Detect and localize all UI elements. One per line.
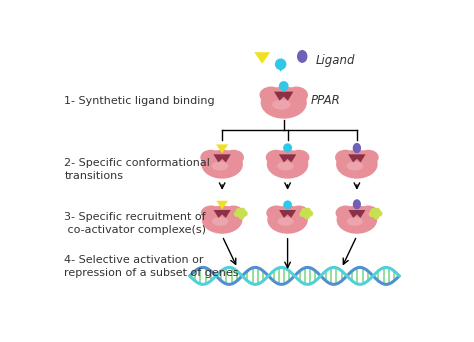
Ellipse shape — [358, 150, 379, 165]
Polygon shape — [279, 210, 296, 218]
Text: Ligand: Ligand — [316, 54, 356, 67]
Ellipse shape — [212, 217, 228, 226]
Circle shape — [283, 143, 292, 152]
Text: 1- Synthetic ligand binding: 1- Synthetic ligand binding — [64, 96, 215, 106]
Ellipse shape — [266, 150, 287, 165]
Polygon shape — [276, 64, 285, 72]
Text: PPAR: PPAR — [310, 94, 340, 107]
Ellipse shape — [336, 206, 356, 221]
Circle shape — [373, 212, 378, 218]
Circle shape — [300, 211, 305, 217]
Polygon shape — [284, 205, 291, 210]
Circle shape — [236, 208, 242, 214]
Ellipse shape — [267, 150, 309, 179]
Ellipse shape — [335, 150, 356, 165]
Ellipse shape — [277, 217, 294, 226]
Text: 4- Selective activation or
repression of a subset of genes: 4- Selective activation or repression of… — [64, 255, 239, 278]
Ellipse shape — [212, 161, 228, 171]
Ellipse shape — [346, 161, 363, 171]
Ellipse shape — [346, 217, 363, 226]
Polygon shape — [254, 52, 270, 64]
Ellipse shape — [259, 87, 283, 104]
Ellipse shape — [223, 150, 244, 165]
Circle shape — [239, 208, 246, 214]
Polygon shape — [284, 148, 292, 154]
Circle shape — [238, 213, 245, 220]
Ellipse shape — [289, 206, 309, 221]
Polygon shape — [348, 154, 365, 162]
Ellipse shape — [261, 87, 307, 119]
Ellipse shape — [297, 50, 308, 63]
Circle shape — [234, 211, 240, 217]
Ellipse shape — [272, 100, 291, 110]
Polygon shape — [213, 154, 231, 162]
Circle shape — [307, 211, 313, 216]
Circle shape — [305, 208, 311, 214]
Polygon shape — [216, 201, 228, 209]
Polygon shape — [214, 210, 231, 218]
Circle shape — [279, 81, 289, 91]
Polygon shape — [348, 210, 365, 218]
Ellipse shape — [285, 87, 308, 104]
Polygon shape — [279, 154, 296, 162]
Ellipse shape — [201, 150, 243, 179]
Circle shape — [304, 213, 310, 220]
Circle shape — [237, 212, 244, 218]
Circle shape — [275, 58, 286, 70]
Circle shape — [301, 208, 307, 214]
Polygon shape — [274, 92, 293, 101]
Ellipse shape — [201, 206, 221, 221]
Ellipse shape — [336, 150, 378, 179]
Circle shape — [374, 213, 379, 220]
Ellipse shape — [353, 199, 361, 209]
Text: 3- Specific recruitment of
 co-activator complexe(s): 3- Specific recruitment of co-activator … — [64, 212, 206, 235]
Ellipse shape — [267, 206, 308, 234]
Ellipse shape — [353, 143, 361, 153]
Polygon shape — [216, 144, 228, 153]
Ellipse shape — [337, 206, 377, 234]
Ellipse shape — [358, 206, 378, 221]
Circle shape — [303, 212, 309, 218]
Text: 2- Specific conformational
transitions: 2- Specific conformational transitions — [64, 158, 210, 181]
Circle shape — [376, 211, 383, 216]
Ellipse shape — [266, 206, 287, 221]
Ellipse shape — [202, 206, 243, 234]
Circle shape — [374, 208, 380, 214]
Ellipse shape — [201, 150, 221, 165]
Ellipse shape — [289, 150, 310, 165]
Circle shape — [370, 208, 376, 214]
Ellipse shape — [223, 206, 244, 221]
Circle shape — [369, 211, 375, 217]
Ellipse shape — [277, 161, 294, 171]
Circle shape — [242, 211, 248, 216]
Polygon shape — [280, 86, 288, 92]
Circle shape — [283, 200, 292, 209]
